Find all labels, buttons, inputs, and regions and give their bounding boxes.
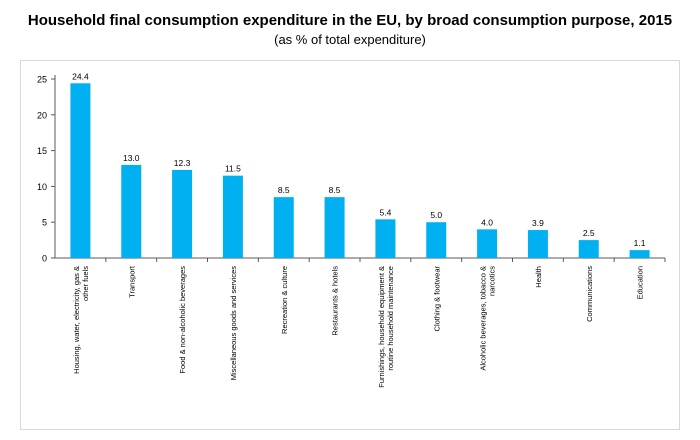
bar <box>172 169 193 258</box>
data-label: 5.0 <box>430 210 442 220</box>
data-label: 5.4 <box>380 207 392 217</box>
x-tick-label: Transport <box>127 265 136 298</box>
bar <box>70 83 91 259</box>
bar <box>121 164 142 258</box>
x-tick-label: Recreation & culture <box>280 266 289 334</box>
data-label: 11.5 <box>225 164 241 174</box>
data-label: 3.9 <box>532 218 544 228</box>
x-tick-label: routine household maintenance <box>386 266 395 371</box>
chart-frame <box>20 60 680 430</box>
bar <box>324 197 345 258</box>
y-tick-label: 20 <box>37 110 47 120</box>
data-label: 8.5 <box>278 185 290 195</box>
x-tick-label: Food & non-alcoholic beverages <box>178 266 187 374</box>
x-tick-label: Education <box>636 266 645 299</box>
x-tick-label: Health <box>534 266 543 288</box>
bar <box>578 240 599 258</box>
bar <box>629 250 650 258</box>
y-tick-label: 10 <box>37 182 47 192</box>
y-tick-label: 0 <box>42 254 47 264</box>
x-tick-label: narcotics <box>488 266 497 296</box>
data-label: 12.3 <box>174 158 191 168</box>
x-tick-label: Clothing & footwear <box>432 265 441 331</box>
x-tick-label: Housing, water, electricity, gas & <box>72 266 81 374</box>
data-label: 24.4 <box>72 71 89 81</box>
y-tick-label: 15 <box>37 146 47 156</box>
x-tick-label: Communications <box>585 266 594 322</box>
x-tick-label: other fuels <box>81 266 90 301</box>
data-label: 2.5 <box>583 228 595 238</box>
data-label: 4.0 <box>481 217 493 227</box>
bar <box>477 229 498 258</box>
x-tick-label: Alcoholic beverages, tobacco & <box>479 266 488 371</box>
x-tick-label: Miscellaneous goods and services <box>229 266 238 380</box>
data-label: 13.0 <box>123 153 140 163</box>
y-tick-label: 25 <box>37 75 47 85</box>
chart-subtitle: (as % of total expenditure) <box>274 32 426 47</box>
bar <box>375 219 396 258</box>
bar <box>222 175 243 258</box>
y-tick-label: 5 <box>42 218 47 228</box>
x-tick-label: Restaurants & hotels <box>331 266 340 336</box>
chart-title: Household final consumption expenditure … <box>27 12 673 29</box>
bar <box>426 222 447 258</box>
data-label: 1.1 <box>634 238 646 248</box>
x-tick-label: Furnishings, household equipment & <box>377 266 386 388</box>
data-label: 8.5 <box>329 185 341 195</box>
bar <box>527 230 548 258</box>
bar <box>273 197 294 258</box>
